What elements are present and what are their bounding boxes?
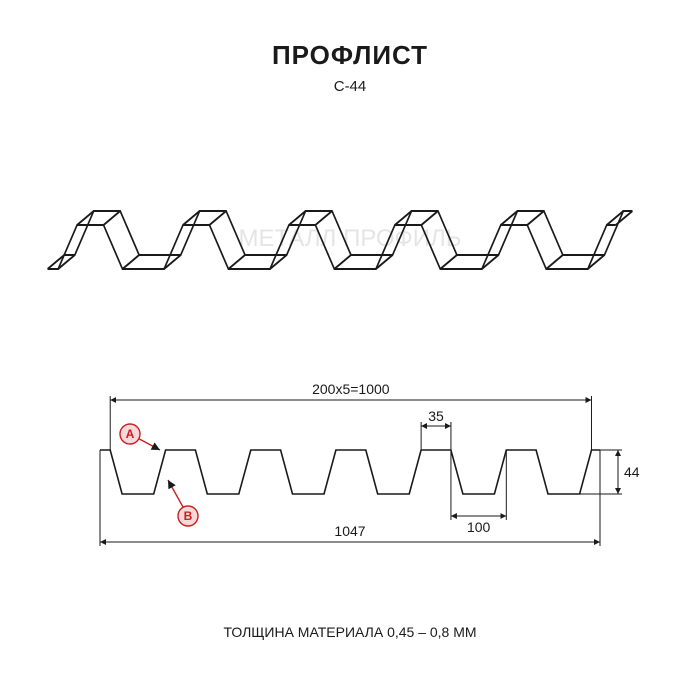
page-title: ПРОФЛИСТ [0, 40, 700, 71]
svg-text:200x5=1000: 200x5=1000 [312, 381, 390, 397]
cross-section-diagram: 200x5=1000 35 100 1047 44 A B [60, 370, 640, 560]
thickness-note: ТОЛЩИНА МАТЕРИАЛА 0,45 – 0,8 ММ [0, 624, 700, 640]
svg-text:A: A [126, 427, 135, 441]
isometric-profile-diagram [40, 155, 660, 305]
svg-text:44: 44 [624, 464, 640, 480]
svg-text:35: 35 [428, 408, 444, 424]
svg-text:100: 100 [467, 519, 491, 535]
svg-text:1047: 1047 [334, 523, 365, 539]
model-code: С-44 [0, 78, 700, 95]
svg-text:B: B [184, 509, 193, 523]
